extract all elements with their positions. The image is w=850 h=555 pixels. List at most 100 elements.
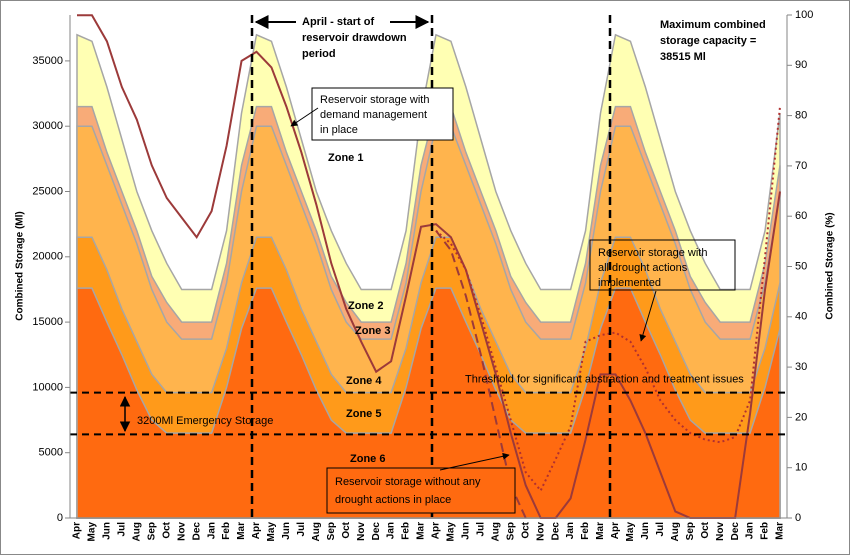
x-tick-label: Jun	[640, 522, 651, 540]
x-tick-label: May	[446, 522, 457, 542]
x-tick-label: Jun	[102, 522, 113, 540]
x-tick-label: Sep	[505, 522, 516, 540]
x-tick-label: Feb	[760, 522, 771, 540]
x-tick-label: Nov	[715, 522, 726, 541]
zone-label: Zone 4	[346, 375, 382, 387]
annotation: all drought actions	[598, 262, 688, 274]
x-tick-label: Feb	[580, 522, 591, 540]
y-tick-label: 20000	[32, 251, 63, 263]
y-tick-label: 25000	[32, 185, 63, 197]
x-tick-label: Jul	[296, 522, 307, 537]
x-tick-label: Sep	[146, 522, 157, 540]
y2-tick-label: 40	[795, 311, 807, 323]
x-tick-label: Dec	[550, 522, 561, 541]
y-axis-label: Combined Storage (Ml)	[15, 211, 26, 320]
x-tick-label: Oct	[700, 521, 711, 538]
annotation: 3200Ml Emergency Storage	[137, 415, 273, 427]
x-tick-label: Mar	[416, 522, 427, 540]
x-tick-label: Nov	[535, 522, 546, 541]
zone-label: Zone 3	[355, 325, 390, 337]
x-tick-label: Jul	[117, 522, 128, 537]
x-tick-label: May	[625, 522, 636, 542]
x-tick-label: Apr	[610, 522, 621, 539]
callout-box	[326, 467, 516, 514]
x-tick-label: May	[266, 522, 277, 542]
x-tick-label: Jan	[206, 522, 217, 539]
y2-tick-label: 60	[795, 210, 807, 222]
x-tick-label: Apr	[251, 522, 262, 539]
zone-label: Zone 2	[348, 300, 383, 312]
arrow	[290, 107, 319, 127]
x-tick-label: Oct	[161, 521, 172, 538]
y2-tick-label: 70	[795, 160, 807, 172]
y-tick-label: 10000	[32, 381, 63, 393]
annotation: April - start of	[302, 16, 374, 28]
x-tick-label: Jan	[386, 522, 397, 539]
zone-label: Zone 5	[346, 408, 381, 420]
x-tick-label: Feb	[401, 522, 412, 540]
x-tick-label: Jun	[461, 522, 472, 540]
x-tick-label: Aug	[131, 522, 142, 541]
y2-tick-label: 90	[795, 59, 807, 71]
annotation: reservoir drawdown	[302, 32, 407, 44]
y-tick-label: 5000	[39, 447, 63, 459]
x-tick-label: Dec	[730, 522, 741, 541]
x-tick-label: Jun	[281, 522, 292, 540]
x-tick-label: Oct	[341, 521, 352, 538]
x-tick-label: Jul	[475, 522, 486, 537]
arrow	[439, 452, 510, 471]
annotation: 38515 Ml	[660, 51, 706, 63]
x-tick-label: May	[87, 522, 98, 542]
x-tick-label: Dec	[191, 522, 202, 541]
x-tick-label: Sep	[326, 522, 337, 540]
x-tick-label: Mar	[775, 522, 786, 540]
x-tick-label: Oct	[520, 521, 531, 538]
x-tick-label: Nov	[356, 522, 367, 541]
zone-label: Zone 1	[328, 152, 363, 164]
x-tick-label: Jan	[745, 522, 756, 539]
x-tick-label: Jul	[655, 522, 666, 537]
annotation: period	[302, 48, 336, 60]
x-tick-label: Aug	[490, 522, 501, 541]
x-tick-label: Mar	[595, 522, 606, 540]
annotation: Maximum combined	[660, 19, 766, 31]
zone-label: Zone 6	[350, 453, 385, 465]
y2-tick-label: 20	[795, 411, 807, 423]
x-tick-label: Mar	[236, 522, 247, 540]
y2-axis-label: Combined Storage (%)	[825, 212, 836, 319]
annotation: storage capacity =	[660, 35, 756, 47]
y2-tick-label: 10	[795, 462, 807, 474]
x-tick-label: Apr	[72, 522, 83, 539]
x-tick-label: Aug	[311, 522, 322, 541]
callout-box	[589, 239, 736, 291]
y2-tick-label: 0	[795, 512, 801, 524]
overlay: April - start of reservoir drawdown peri…	[15, 15, 836, 518]
storage-line	[77, 14, 781, 519]
y-tick-label: 30000	[32, 120, 63, 132]
x-tick-label: Jan	[565, 522, 576, 539]
y-tick-label: 15000	[32, 316, 63, 328]
reference-label: Threshold for significant abstraction an…	[465, 374, 744, 386]
annotation: implemented	[598, 277, 661, 289]
x-tick-label: Dec	[371, 522, 382, 541]
annotation: in place	[320, 124, 358, 136]
x-tick-label: Sep	[685, 522, 696, 540]
annotation: Reservoir storage with	[320, 94, 429, 106]
y-tick-label: 35000	[32, 55, 63, 67]
x-tick-label: Nov	[176, 522, 187, 541]
annotation: drought actions in place	[335, 494, 451, 506]
storage-line	[435, 106, 781, 493]
x-tick-label: Apr	[431, 522, 442, 539]
y2-tick-label: 30	[795, 361, 807, 373]
y2-tick-label: 50	[795, 260, 807, 272]
annotation: demand management	[320, 109, 427, 121]
arrow	[639, 290, 657, 342]
x-tick-label: Feb	[221, 522, 232, 540]
callout-box	[311, 87, 454, 141]
y2-tick-label: 80	[795, 110, 807, 122]
annotation: Reservoir storage without any	[335, 476, 481, 488]
y-tick-label: 0	[57, 512, 63, 524]
y2-tick-label: 100	[795, 9, 813, 21]
annotation: Reservoir storage with	[598, 247, 707, 259]
